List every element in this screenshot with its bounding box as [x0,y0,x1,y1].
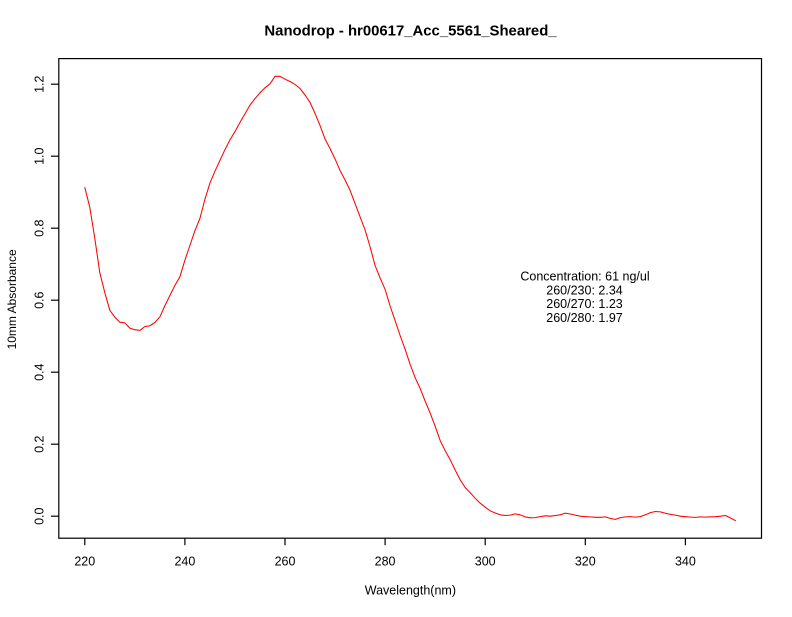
svg-text:0.0: 0.0 [33,507,47,524]
svg-text:Concentration: 61 ng/ul: Concentration: 61 ng/ul [520,270,649,284]
svg-text:220: 220 [74,555,95,569]
svg-text:240: 240 [174,555,195,569]
svg-text:0.4: 0.4 [33,363,47,380]
svg-text:320: 320 [575,555,596,569]
svg-text:260: 260 [275,555,296,569]
svg-text:260/230: 2.34: 260/230: 2.34 [546,283,623,297]
svg-text:0.6: 0.6 [33,291,47,308]
svg-text:Nanodrop - hr00617_Acc_5561_Sh: Nanodrop - hr00617_Acc_5561_Sheared_ [264,23,557,39]
svg-text:260/280: 1.97: 260/280: 1.97 [546,311,623,325]
svg-text:280: 280 [375,555,396,569]
svg-text:260/270: 1.23: 260/270: 1.23 [546,297,623,311]
svg-text:1.2: 1.2 [33,75,47,92]
svg-text:0.8: 0.8 [33,219,47,236]
svg-text:0.2: 0.2 [33,435,47,452]
svg-text:10mm Absorbance: 10mm Absorbance [5,249,19,349]
svg-text:Wavelength(nm): Wavelength(nm) [365,584,456,598]
svg-text:340: 340 [675,555,696,569]
svg-text:1.0: 1.0 [33,147,47,164]
svg-text:300: 300 [475,555,496,569]
